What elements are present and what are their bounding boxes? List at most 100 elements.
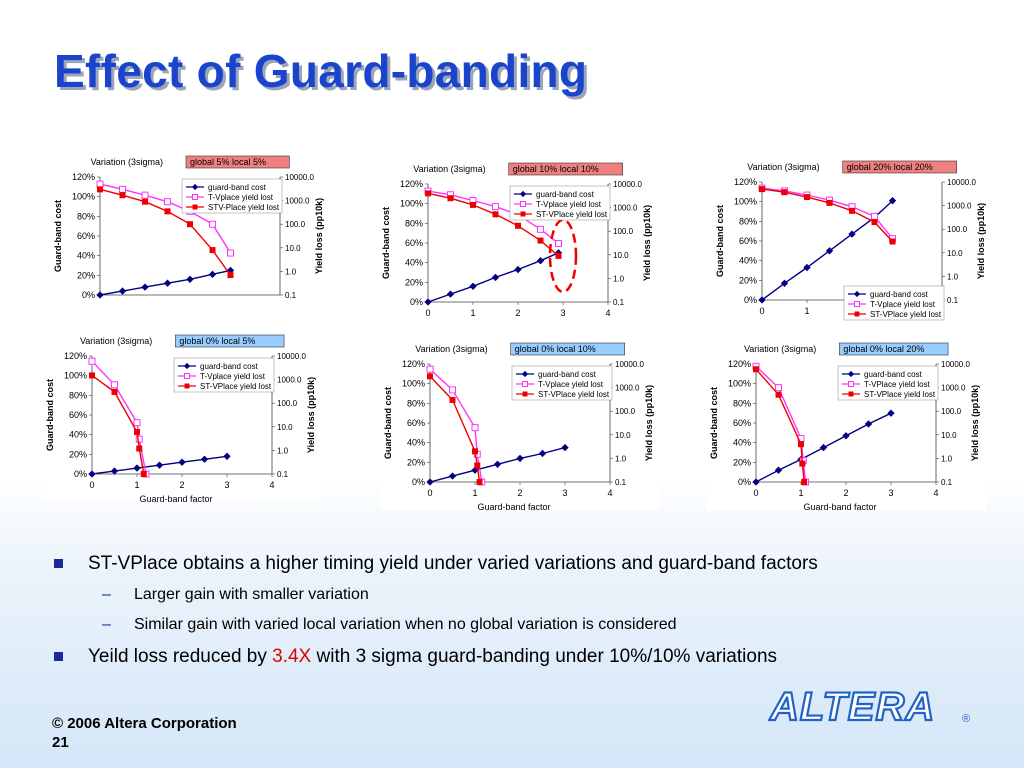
- legend-entry: guard-band cost: [538, 370, 597, 379]
- legend-marker-diamond: [183, 362, 191, 370]
- data-point-square: [826, 199, 833, 206]
- data-point-diamond: [223, 452, 231, 460]
- data-point-square: [187, 221, 193, 228]
- y-tick-label: 0%: [744, 295, 757, 305]
- y-tick-label: 60%: [69, 410, 87, 420]
- y2-tick-label: 10.0: [277, 423, 293, 432]
- x-tick-label: 2: [179, 480, 184, 490]
- y-tick-label: 100%: [64, 371, 87, 381]
- y2-tick-label: 1.0: [941, 454, 953, 463]
- data-point-diamond: [200, 455, 209, 463]
- legend-entry: T-Vplace yield lost: [870, 300, 936, 309]
- sub-bullet-item: – Larger gain with smaller variation: [52, 584, 1002, 606]
- x-tick-label: 3: [224, 480, 229, 490]
- legend-entry: guard-band cost: [870, 290, 929, 299]
- y-tick-label: 100%: [728, 379, 751, 389]
- legend-entry: ST-VPlace yield lost: [536, 210, 608, 219]
- legend-entry: ST-VPlace yield lost: [538, 390, 610, 399]
- legend-marker-square-open: [848, 381, 854, 387]
- y2-tick-label: 10000.0: [615, 360, 644, 369]
- x-tick-label: 0: [427, 488, 432, 498]
- chart-global20-local20: Variation (3sigma) global 20% local 20% 0%…: [712, 158, 992, 328]
- bullet-square-icon: [54, 652, 63, 661]
- x-tick-label: 4: [933, 488, 938, 498]
- bullet-square-icon: [54, 559, 63, 568]
- data-point-square: [801, 479, 808, 485]
- y-tick-label: 80%: [407, 398, 425, 408]
- legend-entry: guard-band cost: [200, 362, 259, 371]
- y-tick-label: 100%: [402, 379, 425, 389]
- legend-entry: T-Vplace yield lost: [200, 372, 266, 381]
- y-tick-label: 100%: [734, 197, 757, 207]
- data-point-square-open: [141, 191, 149, 199]
- x-tick-label: 3: [560, 308, 565, 318]
- data-point-diamond: [446, 290, 455, 298]
- y2-axis-label: Yield loss (pp10k): [644, 385, 654, 461]
- x-tick-label: 1: [470, 308, 475, 318]
- chart-title: Variation (3sigma): [413, 164, 485, 174]
- legend-marker-square-open: [184, 373, 190, 379]
- bullet-list: ST-VPlace obtains a higher timing yield …: [52, 552, 1002, 669]
- x-axis-label: Guard-band factor: [139, 494, 212, 504]
- chart-title: Variation (3sigma): [415, 344, 487, 354]
- y2-tick-label: 1.0: [285, 267, 297, 276]
- data-point-square: [775, 391, 782, 398]
- chart-title: Variation (3sigma): [747, 162, 819, 172]
- y-axis-label: Guard-band cost: [383, 387, 393, 459]
- chart-title-badge: [185, 155, 290, 169]
- y2-tick-label: 1.0: [947, 272, 959, 281]
- data-point-square: [447, 195, 454, 202]
- data-point-square-open: [164, 198, 171, 206]
- y-tick-label: 120%: [72, 172, 95, 182]
- chart-title-badge-text: global 10% local 10%: [513, 164, 599, 174]
- y-axis-label: Guard-band cost: [45, 379, 55, 451]
- chart-title-badge: [510, 342, 625, 356]
- y-tick-label: 120%: [728, 359, 751, 369]
- legend-marker-square: [522, 391, 528, 397]
- svg-text:®: ®: [962, 713, 970, 725]
- legend-entry: T-Vplace yield lost: [538, 380, 604, 389]
- data-point-square-open: [775, 384, 782, 392]
- y2-tick-label: 10.0: [941, 431, 957, 440]
- chart-title: Variation (3sigma): [744, 344, 816, 354]
- y-axis-label: Guard-band cost: [53, 200, 63, 272]
- y2-tick-label: 1000.0: [285, 197, 310, 206]
- chart-title-badge: [842, 160, 957, 174]
- dash-icon: –: [102, 586, 111, 603]
- y-tick-label: 60%: [405, 238, 423, 248]
- chart-title-badge-text: global 0% local 10%: [515, 344, 596, 354]
- data-point-square-open: [111, 381, 118, 389]
- y2-tick-label: 10000.0: [285, 173, 314, 182]
- legend-marker-square-open: [520, 201, 526, 207]
- y2-tick-label: 10000.0: [947, 178, 976, 187]
- y-tick-label: 100%: [400, 199, 423, 209]
- data-point-diamond: [426, 478, 434, 486]
- y-tick-label: 80%: [77, 211, 95, 221]
- y2-tick-label: 10000.0: [277, 352, 306, 361]
- data-point-square-open: [492, 203, 499, 211]
- y-tick-label: 20%: [69, 449, 87, 459]
- data-point-diamond: [448, 472, 457, 480]
- x-axis-label: Guard-band factor: [803, 502, 876, 512]
- x-axis-label: Guard-band factor: [477, 502, 550, 512]
- legend-marker-square: [192, 204, 198, 210]
- legend-entry: T-VPlace yield lost: [864, 380, 931, 389]
- data-point-square: [889, 238, 896, 245]
- y2-tick-label: 10.0: [615, 431, 631, 440]
- y2-axis-label: Yield loss (pp10k): [642, 205, 652, 281]
- data-point-square: [470, 201, 476, 208]
- data-point-square-open: [449, 386, 456, 394]
- y-tick-label: 20%: [405, 277, 423, 287]
- data-point-square: [142, 198, 148, 205]
- x-tick-label: 0: [759, 306, 764, 316]
- y-tick-label: 60%: [407, 418, 425, 428]
- y-tick-label: 20%: [407, 457, 425, 467]
- y2-axis-label: Yield loss (pp10k): [314, 198, 324, 274]
- x-tick-label: 0: [753, 488, 758, 498]
- legend-entry: ST-VPlace yield lost: [870, 310, 942, 319]
- data-point-square: [164, 208, 171, 215]
- svg-text:ALTERA: ALTERA: [769, 685, 935, 729]
- data-point-square-open: [471, 424, 479, 432]
- x-tick-label: 1: [798, 488, 803, 498]
- data-point-square: [140, 471, 147, 477]
